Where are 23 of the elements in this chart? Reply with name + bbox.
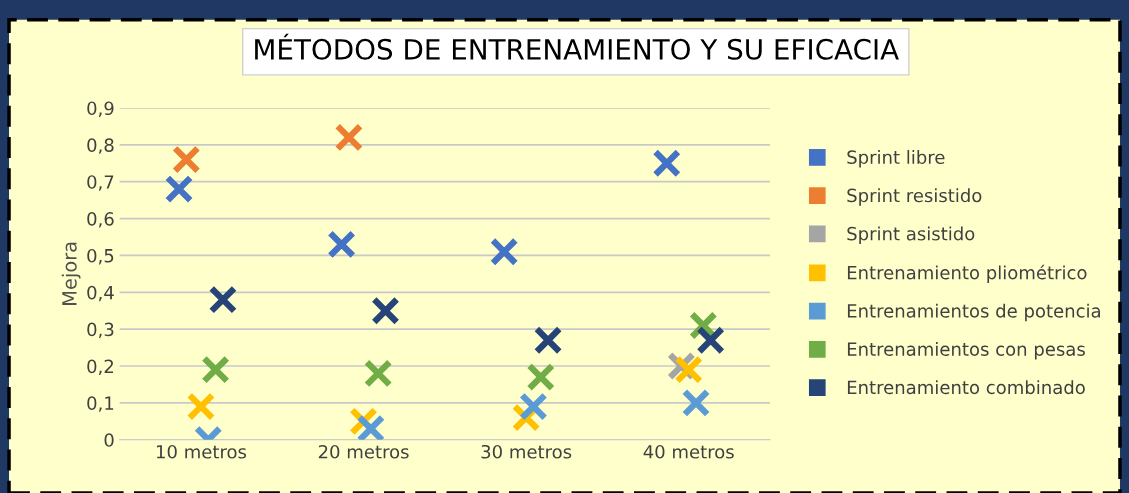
x-tick-label: 40 metros bbox=[643, 444, 734, 459]
y-tick-label: 0,3 bbox=[87, 322, 114, 339]
y-tick-label: 0,4 bbox=[87, 285, 114, 302]
legend-label: Entrenamiento combinado bbox=[847, 380, 1085, 395]
x-tick-label: 10 metros bbox=[156, 444, 247, 459]
legend-label: Sprint libre bbox=[847, 150, 945, 168]
y-tick-label: 0,2 bbox=[87, 359, 114, 375]
legend-label: Entrenamientos con pesas bbox=[847, 341, 1085, 360]
y-tick-label: 0,1 bbox=[87, 396, 114, 412]
y-tick-label: 0,9 bbox=[87, 101, 114, 117]
y-tick-label: 0,5 bbox=[87, 248, 114, 265]
y-tick-label: 0 bbox=[104, 433, 114, 447]
legend-label: Sprint resistido bbox=[847, 188, 982, 206]
chart-title: MÉTODOS DE ENTRENAMIENTO Y SU EFICACIA bbox=[255, 33, 899, 60]
y-tick-label: 0,7 bbox=[87, 175, 114, 191]
x-tick-label: 20 metros bbox=[318, 444, 409, 459]
x-tick-label: 30 metros bbox=[481, 444, 572, 459]
y-axis-title: Mejora bbox=[61, 242, 81, 305]
y-tick-label: 0,6 bbox=[87, 212, 114, 228]
y-tick-label: 0,8 bbox=[87, 138, 114, 154]
legend-label: Entrenamiento pliométrico bbox=[847, 264, 1087, 283]
legend-label: Entrenamientos de potencia bbox=[847, 303, 1100, 322]
legend-label: Sprint asistido bbox=[847, 226, 975, 244]
